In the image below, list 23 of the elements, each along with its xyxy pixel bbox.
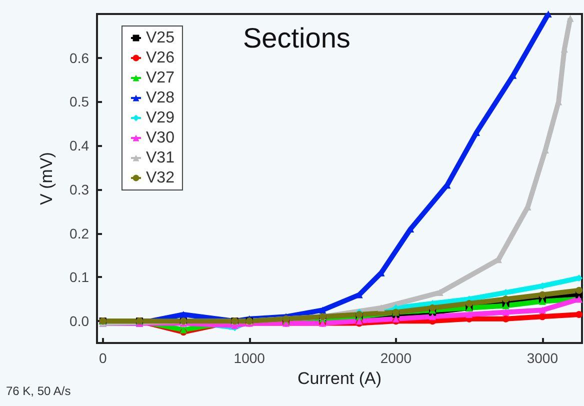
text: 76 K, 50 A/s bbox=[6, 384, 71, 398]
y-tick-label: 0.1 bbox=[70, 269, 90, 286]
legend-label: V25 bbox=[146, 30, 175, 46]
x-tick-label: 0 bbox=[98, 350, 107, 366]
legend-label: V31 bbox=[146, 150, 175, 166]
y-tick-label: 0.5 bbox=[70, 94, 90, 110]
legend-label: V28 bbox=[146, 90, 175, 106]
legend-label: V26 bbox=[146, 50, 175, 66]
legend-label: V30 bbox=[146, 130, 175, 146]
y-tick-label: 0.2 bbox=[70, 225, 90, 242]
x-axis-title: Current (A) bbox=[297, 368, 382, 388]
x-tick-label: 2000 bbox=[380, 350, 412, 366]
y-tick-label: 0.0 bbox=[70, 313, 90, 330]
legend-label: V29 bbox=[146, 110, 175, 126]
y-tick-label: 0.4 bbox=[70, 138, 90, 154]
x-tick-label: 3000 bbox=[526, 350, 558, 366]
legend-label: V27 bbox=[146, 70, 175, 86]
legend-label: V32 bbox=[146, 170, 175, 186]
annotation: Sections bbox=[243, 22, 350, 54]
x-tick-label: 1000 bbox=[234, 350, 266, 366]
y-tick-label: 0.3 bbox=[70, 181, 90, 198]
y-axis-title: V (mV) bbox=[37, 152, 56, 205]
y-tick-label: 0.6 bbox=[70, 50, 90, 66]
